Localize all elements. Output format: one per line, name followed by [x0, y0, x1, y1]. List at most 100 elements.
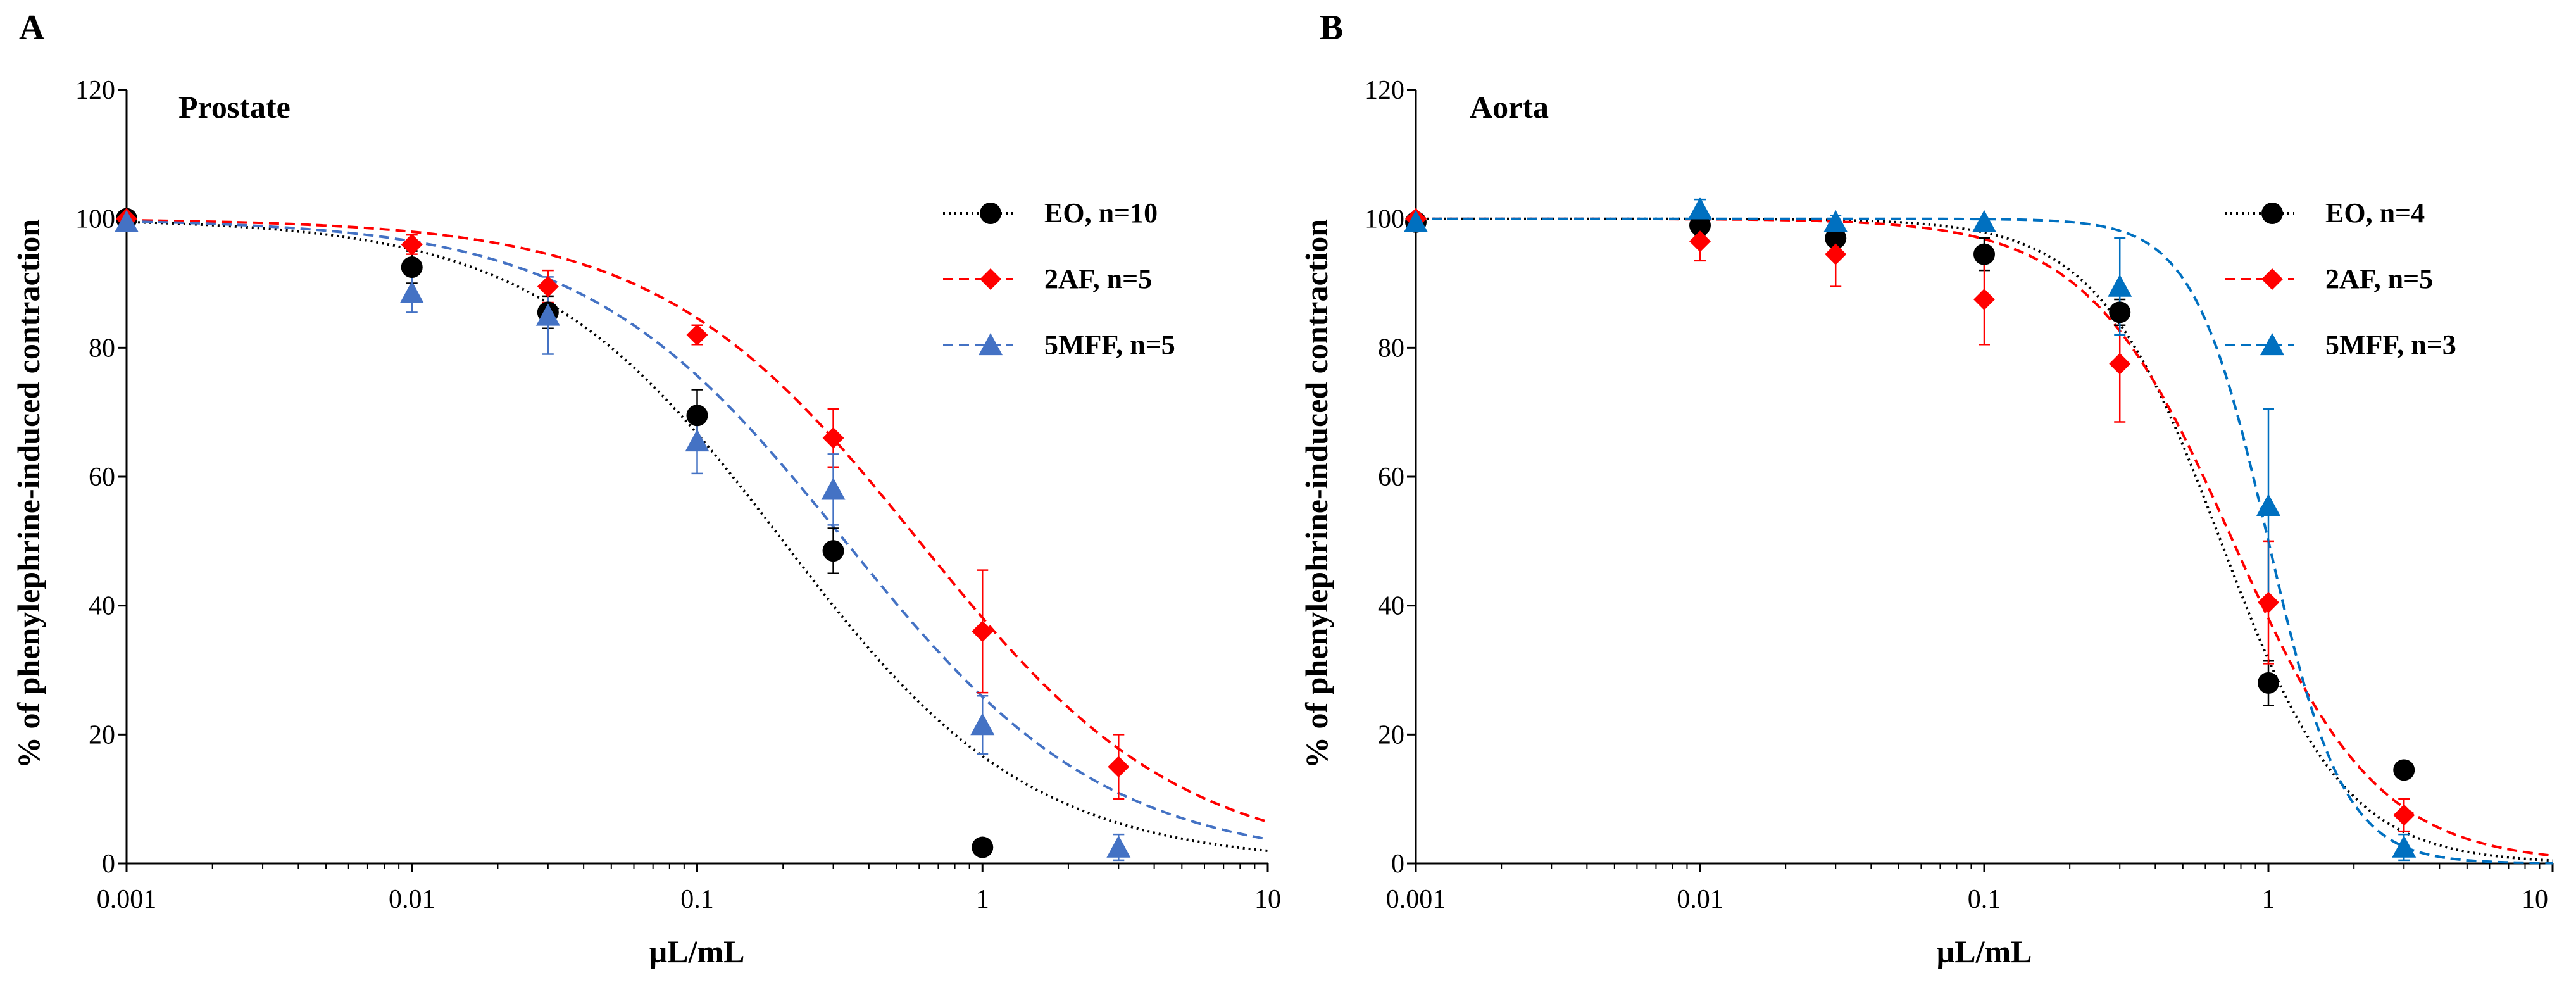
data-point: [2109, 301, 2131, 323]
panel-prostate: A Prostate 0.001 0.01 0.1 1 10 0 20 40 6…: [11, 8, 1281, 969]
data-markers: [1404, 197, 2417, 858]
y-tick-label: 80: [89, 334, 115, 363]
y-tick-label: 100: [1365, 205, 1404, 234]
data-point: [2393, 804, 2415, 826]
data-point: [401, 234, 423, 256]
legend-label-eo: EO, n=10: [1044, 198, 1158, 229]
y-axis-title: % of phenylephrine-induced contraction: [1299, 219, 1334, 769]
data-point: [2258, 672, 2279, 694]
legend-label-2af: 2AF, n=5: [1044, 263, 1152, 294]
x-tick-label: 1: [976, 885, 989, 914]
x-tick-label: 0.1: [680, 885, 714, 914]
data-point: [685, 429, 710, 452]
data-point: [1689, 214, 1711, 236]
chart-title: Prostate: [178, 89, 291, 125]
data-point: [972, 836, 994, 858]
legend-label-2af: 2AF, n=5: [2325, 263, 2433, 294]
legend-marker: [2261, 203, 2283, 224]
y-tick-label: 40: [89, 592, 115, 621]
y-tick-label: 0: [1391, 850, 1404, 879]
y-tick-label: 120: [1365, 76, 1404, 105]
legend-marker: [979, 333, 1003, 356]
data-point: [1973, 243, 1995, 265]
data-point: [1108, 756, 1130, 778]
data-point: [115, 210, 139, 232]
data-point: [2109, 353, 2131, 375]
data-markers: [115, 208, 1131, 858]
fit-curves: [126, 219, 1268, 852]
panel-label: B: [1320, 8, 1343, 47]
data-point: [1688, 197, 1712, 220]
fit-curve: [126, 220, 1268, 852]
data-point: [537, 275, 559, 298]
data-point: [1689, 230, 1711, 253]
legend-marker: [2260, 333, 2284, 356]
panel-label: A: [19, 8, 45, 47]
legend-item-5mff: [943, 333, 1013, 356]
data-point: [1404, 210, 1428, 232]
legend-label-5mff: 5MFF, n=3: [2325, 329, 2456, 360]
y-tick-label: 60: [89, 463, 115, 492]
axis-ticks: [1407, 89, 2554, 872]
legend-item-5mff: [2225, 333, 2294, 356]
y-tick-label: 40: [1378, 592, 1404, 621]
legend: EO, n=10 2AF, n=5 5MFF, n=5: [943, 198, 1175, 360]
data-point: [1825, 227, 1847, 249]
x-tick-label: 0.1: [1968, 885, 2001, 914]
data-point: [2393, 759, 2415, 781]
data-point: [1973, 288, 1995, 310]
data-point: [2258, 591, 2279, 613]
data-point: [686, 405, 708, 427]
error-bars: [406, 234, 1125, 862]
legend-item-eo: [943, 203, 1013, 224]
data-point: [1972, 210, 1996, 232]
y-tick-label: 100: [75, 205, 115, 234]
data-point: [686, 323, 708, 346]
data-point: [2108, 274, 2132, 297]
y-tick-label: 20: [89, 720, 115, 750]
panel-aorta: B Aorta 0.001 0.01 0.1 1 10 0 20 40 60 8…: [1299, 8, 2554, 969]
data-point: [821, 477, 846, 500]
legend: EO, n=4 2AF, n=5 5MFF, n=3: [2225, 198, 2456, 360]
y-tick-label: 80: [1378, 334, 1404, 363]
y-axis-title: % of phenylephrine-induced contraction: [11, 219, 46, 769]
legend-item-2af: [2225, 268, 2294, 290]
legend-label-5mff: 5MFF, n=5: [1044, 329, 1175, 360]
data-point: [1823, 210, 1848, 232]
data-point: [822, 540, 844, 562]
data-point: [2392, 835, 2417, 858]
y-tick-label: 0: [102, 850, 115, 879]
x-tick-label: 0.01: [1677, 885, 1723, 914]
data-point: [970, 713, 995, 736]
x-tick-label: 10: [1254, 885, 1281, 914]
x-tick-label: 10: [2522, 885, 2548, 914]
x-tick-label: 0.001: [97, 885, 157, 914]
fit-curve: [1416, 217, 2553, 862]
y-tick-label: 60: [1378, 463, 1404, 492]
y-tick-label: 120: [75, 76, 115, 105]
legend-item-eo: [2225, 203, 2294, 224]
legend-marker: [2261, 268, 2283, 290]
legend-marker: [980, 268, 1001, 290]
data-point: [399, 280, 424, 303]
data-point: [401, 256, 423, 279]
legend-label-eo: EO, n=4: [2325, 198, 2425, 229]
data-point: [2256, 493, 2280, 516]
fit-curve: [126, 220, 1268, 841]
x-tick-label: 0.001: [1386, 885, 1446, 914]
y-tick-label: 20: [1378, 720, 1404, 750]
x-axis-title: µL/mL: [649, 934, 744, 969]
x-tick-label: 0.01: [389, 885, 435, 914]
legend-item-2af: [943, 268, 1013, 290]
x-tick-label: 1: [2262, 885, 2275, 914]
x-axis-title: µL/mL: [1936, 934, 2032, 969]
data-point: [822, 427, 844, 449]
legend-marker: [980, 203, 1001, 224]
data-point: [972, 620, 994, 643]
fit-curve: [126, 219, 1268, 824]
error-bars: [1694, 198, 2410, 862]
data-point: [535, 303, 560, 326]
chart-title: Aorta: [1470, 89, 1549, 125]
data-point: [1106, 835, 1131, 858]
